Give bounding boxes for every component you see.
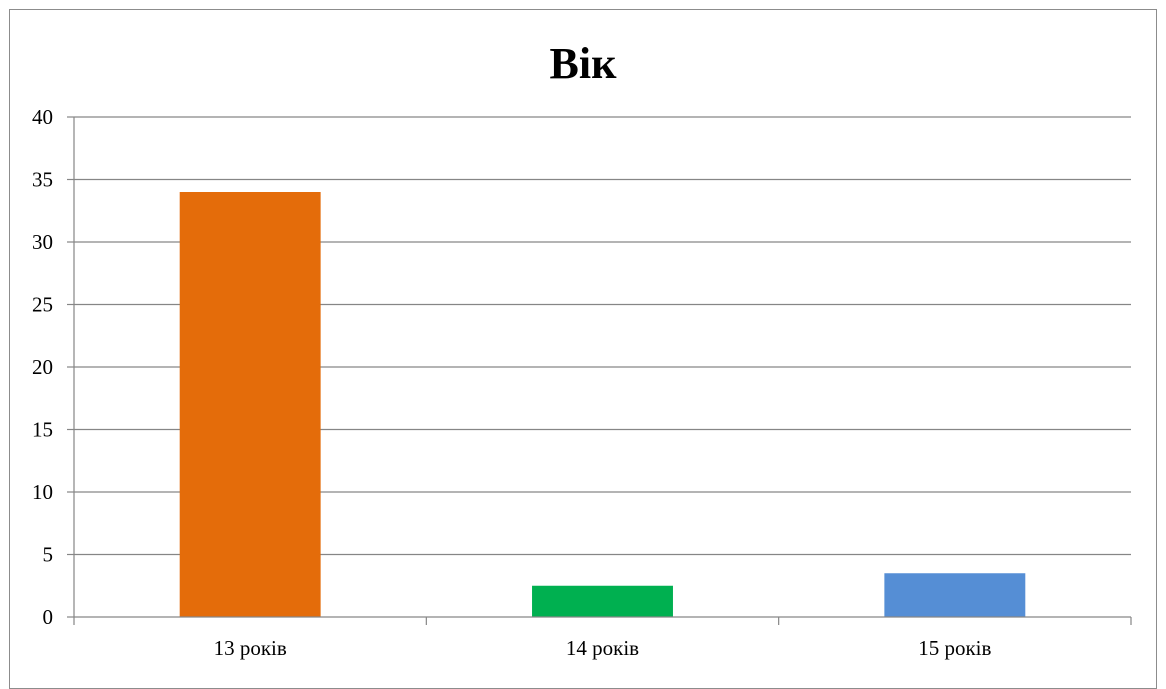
y-tick-label: 10 bbox=[32, 480, 53, 504]
bars bbox=[179, 192, 1026, 617]
chart-title: Вік bbox=[550, 39, 618, 88]
y-tick-label: 15 bbox=[32, 418, 53, 442]
y-tick-label: 20 bbox=[32, 355, 53, 379]
x-category-label: 14 років bbox=[566, 636, 639, 660]
y-tick-label: 30 bbox=[32, 230, 53, 254]
bar-3 bbox=[884, 573, 1026, 617]
bar-1 bbox=[179, 192, 321, 617]
y-tick-label: 40 bbox=[32, 105, 53, 129]
bar-2 bbox=[532, 585, 673, 617]
x-category-label: 13 років bbox=[214, 636, 287, 660]
y-tick-label: 5 bbox=[43, 543, 54, 567]
x-category-label: 15 років bbox=[918, 636, 991, 660]
axes: 0 5 10 15 20 25 30 35 40 13 років 14 років 15 років bbox=[32, 105, 1132, 660]
y-tick-label: 25 bbox=[32, 293, 53, 317]
y-tick-label: 35 bbox=[32, 168, 53, 192]
y-tick-label: 0 bbox=[43, 605, 54, 629]
bar-chart: Вік 0 5 10 15 20 25 30 35 40 13 років 14 років 15 р… bbox=[32, 39, 1132, 660]
